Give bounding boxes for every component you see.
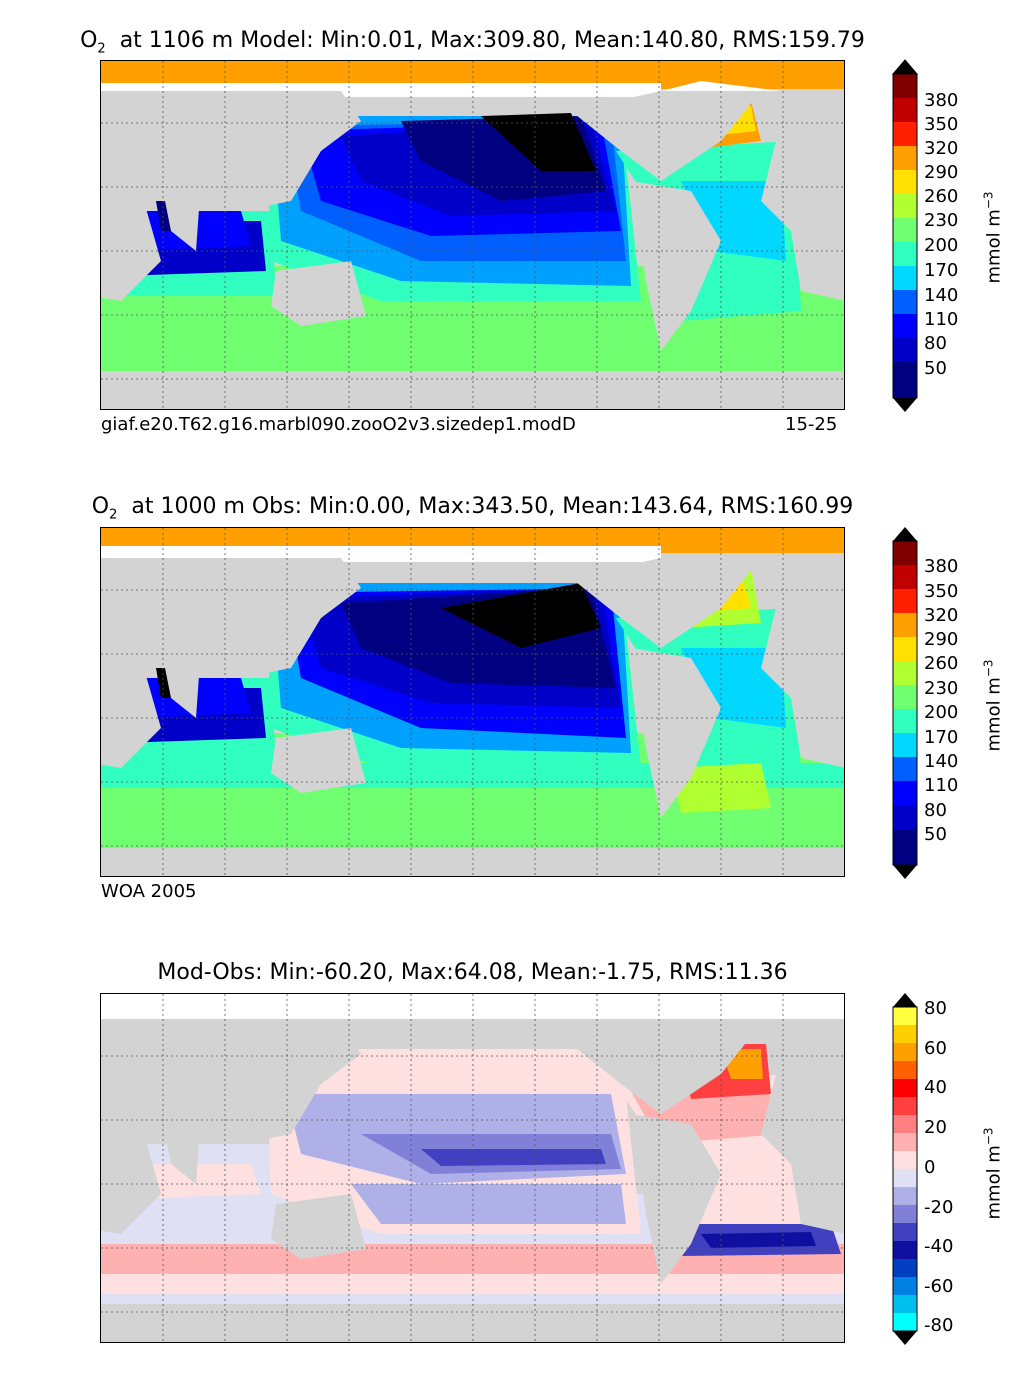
panel3-colorbar <box>892 993 918 1349</box>
panel2-tick: 230 <box>924 678 959 699</box>
panel1-tick: 230 <box>924 210 959 231</box>
panel2-map <box>100 527 845 877</box>
panel3-units: mmol m−3 <box>981 1127 1005 1220</box>
panel3-tick: 0 <box>924 1157 936 1178</box>
panel1-caption-left: giaf.e20.T62.g16.marbl090.zooO2v3.sizede… <box>101 414 576 435</box>
panel3-tick: 20 <box>924 1117 947 1138</box>
panel1-tick: 80 <box>924 333 947 354</box>
panel1-tick: 260 <box>924 186 959 207</box>
panel1-tick: 290 <box>924 162 959 183</box>
panel2-tick: 290 <box>924 629 959 650</box>
panel1-tick: 320 <box>924 138 959 159</box>
panel3-tick: 40 <box>924 1077 947 1098</box>
panel2-tick: 80 <box>924 800 947 821</box>
panel2-tick: 350 <box>924 581 959 602</box>
panel2-caption-left: WOA 2005 <box>101 881 197 902</box>
panel2-tick: 260 <box>924 653 959 674</box>
panel1-tick: 380 <box>924 90 959 111</box>
panel2-units: mmol m−3 <box>981 659 1005 752</box>
panel1-tick: 350 <box>924 114 959 135</box>
panel1-units: mmol m−3 <box>981 191 1005 284</box>
panel1-tick: 200 <box>924 235 959 256</box>
panel2-title: O2 at 1000 m Obs: Min:0.00, Max:343.50, … <box>91 494 854 523</box>
panel2-tick: 380 <box>924 556 959 577</box>
panel3-tick: 80 <box>924 998 947 1019</box>
panel1-title: O2 at 1106 m Model: Min:0.01, Max:309.80… <box>80 28 865 57</box>
panel2-tick: 50 <box>924 824 947 845</box>
panel1-variable: O <box>80 28 98 53</box>
panel3-tick: -20 <box>924 1197 954 1218</box>
panel1-map <box>100 60 845 410</box>
panel2-tick: 200 <box>924 702 959 723</box>
panel1-tick: 50 <box>924 358 947 379</box>
panel2-tick: 110 <box>924 775 959 796</box>
panel2-tick: 320 <box>924 605 959 626</box>
panel3-tick: -40 <box>924 1236 954 1257</box>
panel1-tick: 110 <box>924 309 959 330</box>
panel2-colorbar <box>892 527 918 883</box>
panel3-tick: -80 <box>924 1315 954 1336</box>
panel3-title-text: Mod-Obs: Min:-60.20, Max:64.08, Mean:-1.… <box>157 960 788 985</box>
panel1-caption-right: 15-25 <box>785 414 838 435</box>
panel2-variable: O <box>91 494 110 519</box>
obs-o2-map <box>101 528 844 876</box>
panel2-tick: 140 <box>924 751 959 772</box>
panel1-tick: 140 <box>924 285 959 306</box>
panel1-colorbar <box>891 59 919 416</box>
panel3-map <box>100 993 845 1343</box>
panel2-title-text: at 1000 m Obs: Min:0.00, Max:343.50, Mea… <box>131 494 854 519</box>
panel1-title-text: at 1106 m Model: Min:0.01, Max:309.80, M… <box>119 28 865 53</box>
panel3-tick: -60 <box>924 1276 954 1297</box>
panel3-tick: 60 <box>924 1038 947 1059</box>
panel1-tick: 170 <box>924 260 959 281</box>
model-o2-map <box>101 61 844 409</box>
panel2-tick: 170 <box>924 727 959 748</box>
difference-map <box>101 994 844 1342</box>
panel3-title: Mod-Obs: Min:-60.20, Max:64.08, Mean:-1.… <box>0 960 945 985</box>
